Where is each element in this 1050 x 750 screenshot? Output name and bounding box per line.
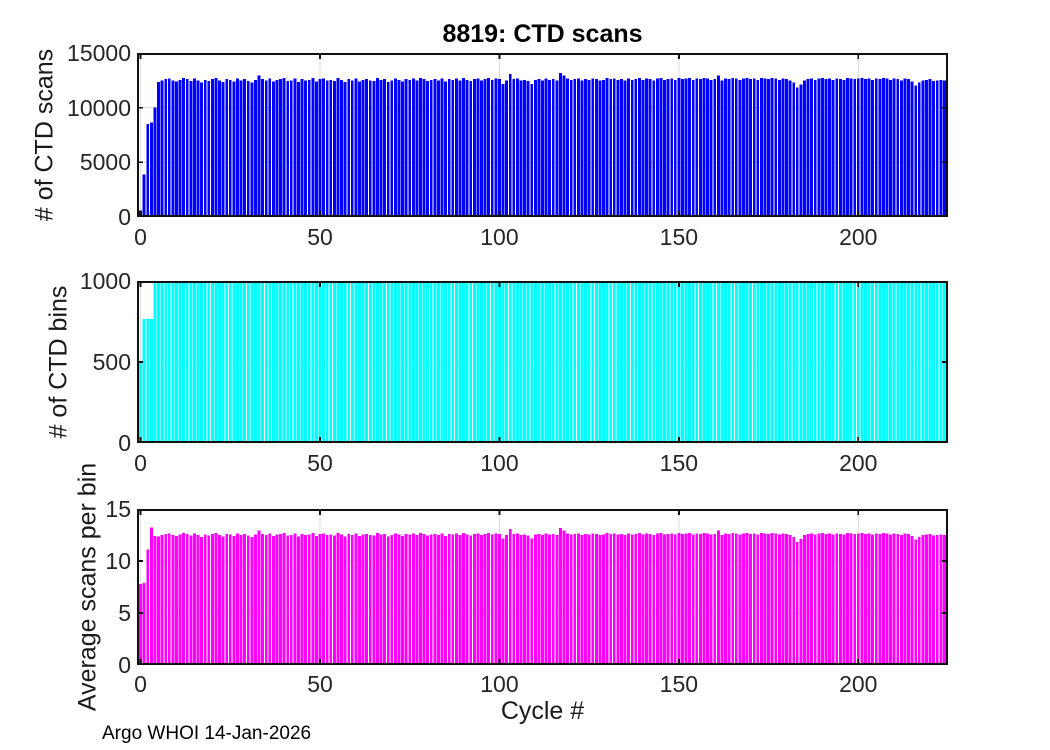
y-tick-label: 10 [105,548,131,574]
y-tick-label: 0 [118,652,131,678]
x-tick-label: 200 [839,450,878,476]
x-tick-label: 100 [480,671,519,697]
bar-plot-ctd-scans [137,53,948,217]
footer-text: Argo WHOI 14-Jan-2026 [102,723,312,744]
y-tick-label: 1000 [79,268,131,294]
x-tick-label: 100 [480,224,519,250]
y-tick-label: 5 [118,600,131,626]
x-tick-label: 150 [659,671,699,697]
y-tick-label: 15000 [67,40,131,66]
x-tick-label: 150 [659,450,699,476]
x-tick-label: 50 [307,224,333,250]
bar-plot-avg-scans-per-bin [137,509,948,665]
x-tick-label: 0 [134,450,147,476]
y-tick-label: 0 [118,430,131,456]
x-tick-label: 200 [839,224,878,250]
x-tick-label: 150 [659,224,699,250]
y-tick-label: 15 [105,496,131,522]
y-axis-label-scans: # of CTD scans [30,48,59,222]
y-tick-label: 5000 [79,149,131,176]
x-tick-label: 50 [307,450,333,476]
x-tick-label: 100 [480,450,519,476]
x-tick-label: 0 [134,671,147,697]
y-tick-label: 0 [118,204,131,230]
x-tick-label: 0 [134,224,147,250]
bar-plot-ctd-bins [137,281,948,443]
chart-title: 8819: CTD scans [442,20,643,48]
y-tick-label: 500 [92,349,131,375]
x-axis-label: Cycle # [500,697,585,725]
x-tick-label: 200 [839,671,878,697]
x-tick-label: 50 [307,671,333,697]
y-tick-label: 10000 [67,94,131,121]
